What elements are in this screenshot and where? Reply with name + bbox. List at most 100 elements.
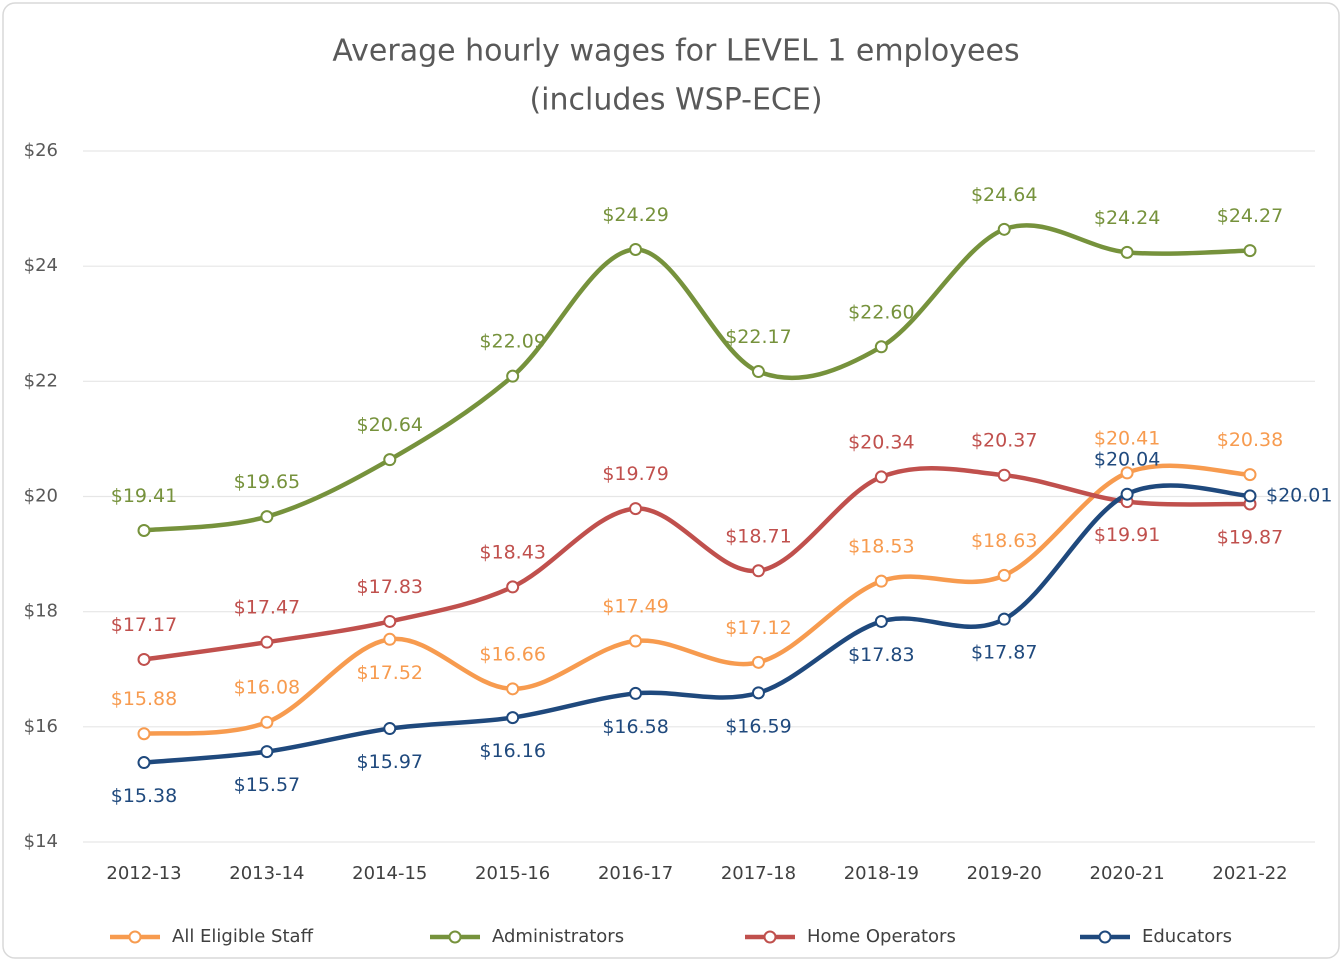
data-label: $17.49 xyxy=(602,596,668,618)
series-line xyxy=(143,465,1251,662)
chart-title: Average hourly wages for LEVEL 1 employe… xyxy=(332,34,1019,69)
y-tick-label: $14 xyxy=(24,831,58,852)
data-point xyxy=(260,745,274,759)
data-label: $17.47 xyxy=(234,597,300,619)
legend-marker xyxy=(1098,930,1112,944)
y-tick-label: $24 xyxy=(24,255,58,276)
data-point xyxy=(997,468,1011,482)
data-label: $19.41 xyxy=(111,485,177,507)
data-label: $24.27 xyxy=(1217,205,1283,227)
chart-subtitle: (includes WSP-ECE) xyxy=(529,83,822,118)
data-label: $15.57 xyxy=(234,774,300,796)
data-point xyxy=(629,502,643,516)
data-point xyxy=(506,580,520,594)
data-point xyxy=(383,722,397,736)
series-line xyxy=(143,483,1251,765)
data-point xyxy=(1243,489,1257,503)
data-point xyxy=(506,682,520,696)
data-point xyxy=(874,574,888,588)
data-label: $19.87 xyxy=(1217,526,1283,548)
data-point xyxy=(997,222,1011,236)
x-tick-label: 2021-22 xyxy=(1212,863,1287,884)
data-point xyxy=(383,453,397,467)
data-label: $15.88 xyxy=(111,688,177,710)
data-label: $17.12 xyxy=(725,617,791,639)
data-point xyxy=(751,365,765,379)
x-tick-label: 2017-18 xyxy=(721,863,796,884)
data-label: $18.63 xyxy=(971,530,1037,552)
data-label: $18.53 xyxy=(848,536,914,558)
data-label: $20.04 xyxy=(1094,449,1160,471)
data-label: $22.09 xyxy=(479,331,545,353)
data-label: $16.59 xyxy=(725,715,791,737)
x-tick-label: 2020-21 xyxy=(1090,863,1165,884)
data-point xyxy=(383,614,397,628)
data-point xyxy=(137,523,151,537)
data-point xyxy=(260,715,274,729)
series-line xyxy=(143,223,1251,533)
legend-marker xyxy=(128,930,142,944)
y-tick-label: $20 xyxy=(24,486,58,507)
data-label: $16.08 xyxy=(234,677,300,699)
data-point xyxy=(1120,487,1134,501)
legend-label: All Eligible Staff xyxy=(172,926,314,947)
data-label: $17.83 xyxy=(357,576,423,598)
data-point xyxy=(137,756,151,770)
data-point xyxy=(1243,468,1257,482)
legend-label: Home Operators xyxy=(807,926,956,947)
series-line xyxy=(143,463,1251,736)
data-point xyxy=(629,686,643,700)
y-tick-label: $16 xyxy=(24,716,58,737)
legend-marker xyxy=(448,930,462,944)
data-label: $15.38 xyxy=(111,785,177,807)
data-label: $17.52 xyxy=(357,662,423,684)
data-label: $15.97 xyxy=(357,751,423,773)
data-point xyxy=(1120,245,1134,259)
data-point xyxy=(506,369,520,383)
x-tick-label: 2013-14 xyxy=(229,863,304,884)
data-point xyxy=(874,340,888,354)
data-label: $20.38 xyxy=(1217,429,1283,451)
data-point xyxy=(260,635,274,649)
x-tick-label: 2018-19 xyxy=(844,863,919,884)
data-label: $22.17 xyxy=(725,326,791,348)
x-tick-label: 2012-13 xyxy=(106,863,181,884)
legend-label: Educators xyxy=(1142,926,1232,947)
data-point xyxy=(1120,466,1134,480)
data-label: $18.43 xyxy=(479,541,545,563)
data-label: $24.29 xyxy=(602,204,668,226)
y-tick-label: $18 xyxy=(24,601,58,622)
x-tick-label: 2015-16 xyxy=(475,863,550,884)
data-label: $20.34 xyxy=(848,431,914,453)
data-point xyxy=(1243,244,1257,258)
data-label: $17.87 xyxy=(971,642,1037,664)
data-point xyxy=(260,510,274,524)
data-label: $17.17 xyxy=(111,614,177,636)
data-label: $19.65 xyxy=(234,471,300,493)
data-point xyxy=(506,711,520,725)
data-point xyxy=(751,564,765,578)
data-label: $22.60 xyxy=(848,301,914,323)
data-point xyxy=(997,612,1011,626)
data-point xyxy=(997,568,1011,582)
data-label: $19.91 xyxy=(1094,524,1160,546)
data-label: $18.71 xyxy=(725,525,791,547)
data-label: $17.83 xyxy=(848,644,914,666)
x-tick-label: 2016-17 xyxy=(598,863,673,884)
data-point xyxy=(751,655,765,669)
x-tick-label: 2014-15 xyxy=(352,863,427,884)
x-tick-label: 2019-20 xyxy=(967,863,1042,884)
data-label: $19.79 xyxy=(602,463,668,485)
data-point xyxy=(629,242,643,256)
data-label: $16.58 xyxy=(602,716,668,738)
data-label: $16.16 xyxy=(479,740,545,762)
legend-label: Administrators xyxy=(492,926,624,947)
data-point xyxy=(751,686,765,700)
data-label: $20.41 xyxy=(1094,427,1160,449)
data-label: $20.64 xyxy=(357,414,423,436)
legend-marker xyxy=(763,930,777,944)
data-point xyxy=(137,652,151,666)
data-label: $20.37 xyxy=(971,430,1037,452)
